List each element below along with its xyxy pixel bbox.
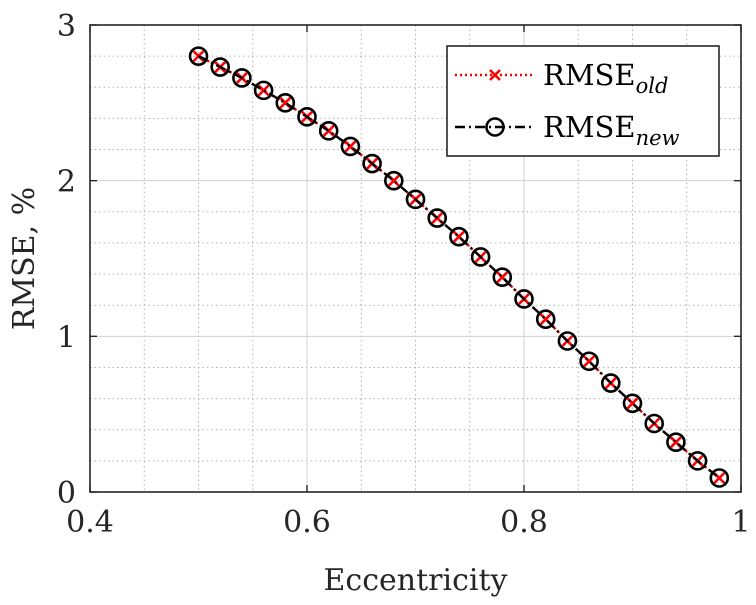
data-point-new (275, 93, 296, 113)
y-tick-label: 2 (57, 165, 76, 200)
x-tick-label: 0.8 (500, 505, 548, 540)
data-point-new (666, 432, 686, 452)
data-point-new (297, 107, 317, 127)
data-point-new (709, 468, 730, 488)
data-point-new (427, 208, 448, 228)
data-point-new (340, 136, 361, 157)
data-point-new (622, 393, 643, 414)
marker-stroke (452, 230, 465, 243)
data-point-new (188, 46, 209, 66)
x-tick-label: 1 (731, 505, 750, 540)
data-point-new (318, 121, 339, 141)
legend-label-new: RMSEnew (543, 110, 680, 150)
legend-box (446, 45, 720, 157)
legend-subscript-old: old (636, 74, 669, 98)
marker-stroke (669, 436, 682, 449)
data-point-new (405, 189, 426, 210)
marker-stroke (626, 397, 639, 410)
legend-entry-new: RMSEnew (455, 110, 680, 150)
data-point-new (600, 373, 621, 393)
data-point-new (253, 80, 274, 101)
tick-labels: 0.4 0.6 0.8 1 0 1 2 3 (57, 9, 751, 540)
legend-marker-old (489, 69, 501, 81)
marker-stroke (279, 96, 292, 109)
x-axis-label: Eccentricity (324, 563, 508, 598)
legend-subscript-new: new (636, 126, 680, 150)
legend-marker-new (485, 117, 505, 137)
y-axis-label: RMSE, % (7, 187, 42, 330)
marker-stroke (257, 84, 270, 97)
y-tick-label: 1 (57, 320, 76, 355)
data-point-new (687, 451, 708, 471)
marker-stroke (713, 472, 726, 484)
data-point-new (557, 331, 578, 351)
data-point-new (514, 289, 534, 309)
marker-stroke (387, 174, 400, 187)
data-point-new (470, 247, 491, 267)
data-point-new (449, 226, 469, 247)
marker-stroke (322, 124, 335, 137)
data-point-new (232, 68, 252, 88)
data-point-new (492, 267, 513, 287)
marker-stroke (496, 271, 509, 284)
marker-stroke (489, 69, 501, 81)
marker-stroke (344, 140, 357, 153)
y-tick-label: 3 (57, 9, 76, 44)
data-point-new (362, 153, 382, 174)
x-tick-label: 0.6 (283, 505, 331, 540)
data-point-new (210, 57, 230, 77)
data-point-new (535, 309, 556, 330)
series-layer (188, 46, 730, 488)
data-point-new (644, 413, 665, 434)
x-tick-label: 0.4 (66, 505, 114, 540)
data-point-new (579, 351, 599, 372)
plot-area-frame (89, 24, 742, 493)
series-new (188, 46, 730, 488)
marker-stroke (583, 355, 596, 368)
y-tick-label: 0 (57, 476, 76, 511)
axis-ticks (89, 24, 742, 493)
marker-stroke (539, 313, 552, 326)
data-point-old (257, 84, 270, 97)
data-point-new (383, 170, 404, 191)
